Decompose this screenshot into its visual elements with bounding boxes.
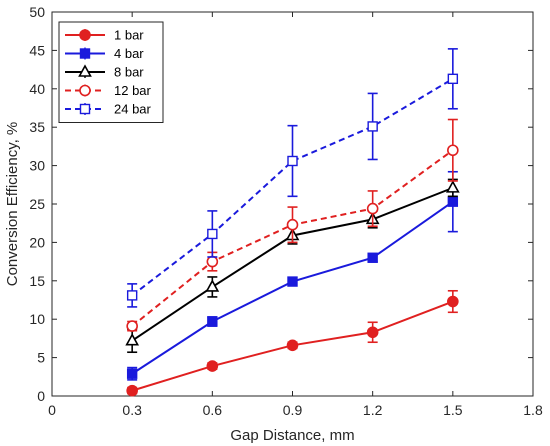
y-tick-label: 5	[37, 350, 45, 366]
legend-label: 12 bar	[114, 83, 152, 98]
y-tick-label: 35	[29, 119, 45, 135]
data-point	[367, 121, 378, 132]
data-point	[126, 290, 138, 301]
data-point	[287, 155, 298, 167]
axes: 0 0.3 0.6 0.9 1.2 1.5 1.8 0 5 10 15 20 25 30 35 40 45 50	[29, 4, 543, 418]
data-point	[126, 368, 138, 379]
y-tick-label: 0	[37, 388, 45, 404]
y-tick-label: 10	[29, 311, 45, 327]
data-point	[447, 144, 459, 157]
legend-marker	[79, 29, 91, 41]
legend-item: 12 bar	[65, 83, 152, 98]
series-24-bar	[126, 48, 459, 308]
series-1-bar	[126, 289, 459, 397]
legend-item: 8 bar	[65, 64, 144, 80]
data-point	[206, 255, 219, 268]
legend: 1 bar 4 bar 8 bar 12 bar 24 bar	[58, 21, 164, 123]
x-tick-label: 1.8	[523, 402, 543, 418]
data-point	[447, 196, 459, 207]
y-tick-label: 30	[29, 158, 45, 174]
x-tick-label: 0.9	[283, 402, 303, 418]
x-tick-label: 1.2	[363, 402, 383, 418]
series-12-bar	[126, 118, 459, 332]
y-tick-label: 20	[29, 234, 45, 250]
legend-label: 8 bar	[114, 65, 144, 80]
data-point	[286, 218, 299, 231]
series-4-bar	[126, 170, 459, 381]
legend-marker	[79, 48, 91, 59]
legend-marker	[79, 84, 91, 97]
legend-item: 24 bar	[65, 102, 152, 117]
data-point	[445, 180, 460, 193]
x-tick-label: 0	[48, 402, 56, 418]
y-tick-label: 50	[29, 4, 45, 20]
x-axis-title: Gap Distance, mm	[230, 427, 354, 444]
series-layer	[125, 48, 460, 397]
legend-label: 4 bar	[114, 46, 144, 61]
data-point	[287, 276, 298, 287]
data-point	[126, 320, 138, 332]
data-point	[126, 384, 138, 397]
legend-item: 4 bar	[65, 46, 144, 61]
data-point	[366, 326, 379, 339]
y-tick-label: 45	[29, 42, 45, 58]
y-tick-label: 40	[29, 81, 45, 97]
data-point	[125, 333, 140, 346]
y-tick-label: 15	[29, 273, 45, 289]
data-point	[367, 252, 378, 263]
y-tick-label: 25	[29, 196, 45, 212]
x-tick-label: 0.3	[122, 402, 142, 418]
x-tick-label: 0.6	[203, 402, 223, 418]
x-tick-label: 1.5	[443, 402, 463, 418]
data-point	[447, 73, 459, 85]
data-point	[366, 202, 379, 215]
data-point	[207, 316, 218, 327]
data-point	[205, 279, 220, 292]
data-point	[286, 339, 299, 352]
data-point	[206, 360, 219, 372]
data-point	[447, 295, 459, 308]
data-point	[207, 228, 218, 240]
legend-label: 24 bar	[114, 102, 152, 117]
legend-marker	[79, 103, 91, 115]
y-axis-title: Conversion Efficiency, %	[4, 122, 21, 287]
legend-item: 1 bar	[65, 28, 144, 43]
legend-label: 1 bar	[114, 28, 144, 43]
legend-marker	[78, 64, 92, 77]
